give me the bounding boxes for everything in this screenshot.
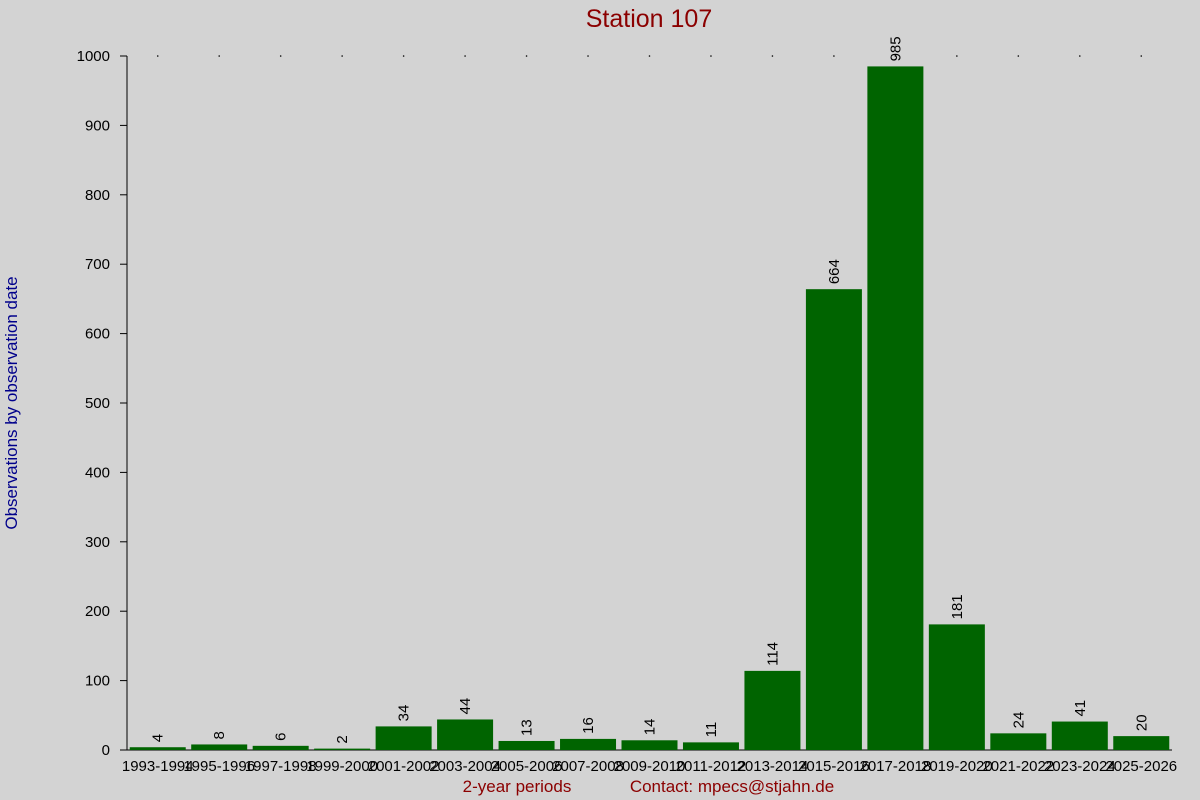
top-dot — [833, 55, 835, 57]
top-dot — [956, 55, 958, 57]
top-dot — [1140, 55, 1143, 57]
x-tick-label: 2015-2016 — [798, 758, 870, 775]
bar — [129, 747, 186, 750]
value-label: 11 — [703, 722, 720, 738]
top-dot — [402, 55, 405, 57]
bar — [314, 748, 371, 750]
value-label: 13 — [519, 719, 536, 736]
x-tick-label: 2005-2006 — [491, 758, 563, 775]
x-tick-label: 1993-1994 — [122, 758, 194, 775]
value-label: 34 — [396, 705, 413, 722]
x-tick-label: 2023-2024 — [1044, 758, 1116, 775]
x-tick-label: 2017-2018 — [860, 758, 932, 775]
value-label: 24 — [1010, 712, 1027, 729]
y-tick-label: 400 — [85, 464, 110, 481]
bar — [191, 744, 248, 750]
top-dot — [894, 55, 897, 57]
top-dot — [279, 55, 282, 57]
x-tick-label: 2003-2004 — [429, 758, 501, 775]
value-label: 6 — [273, 732, 290, 740]
bar — [990, 733, 1047, 750]
top-dot — [218, 55, 221, 57]
top-dot — [771, 55, 774, 57]
value-label: 8 — [211, 731, 228, 739]
top-dot — [648, 55, 651, 57]
bar — [682, 742, 739, 750]
bar — [1113, 736, 1170, 750]
bar — [744, 670, 801, 750]
x-tick-label: 2009-2010 — [614, 758, 686, 775]
x-tick-label: 2013-2014 — [737, 758, 809, 775]
x-tick-label: 2021-2022 — [982, 758, 1054, 775]
bar — [1051, 721, 1108, 750]
top-dot — [587, 55, 589, 57]
top-dot — [156, 55, 159, 57]
value-label: 44 — [457, 698, 474, 715]
y-tick-label: 600 — [85, 326, 110, 343]
contact: Contact: mpecs@stjahn.de — [630, 777, 834, 796]
top-dot — [464, 55, 466, 57]
bar — [867, 66, 924, 750]
x-tick-label: 2025-2026 — [1105, 758, 1177, 775]
value-label: 41 — [1072, 700, 1089, 717]
value-label: 114 — [764, 642, 781, 666]
y-tick-label: 300 — [85, 534, 110, 551]
value-label: 181 — [949, 594, 966, 619]
x-tick-label: 2019-2020 — [921, 758, 993, 775]
y-axis-label: Observations by observation date — [2, 276, 21, 529]
value-label: 4 — [150, 734, 167, 742]
value-label: 664 — [826, 259, 843, 284]
value-label: 20 — [1133, 714, 1150, 731]
chart-title: Station 107 — [586, 5, 713, 33]
x-tick-label: 1997-1998 — [245, 758, 317, 775]
y-tick-label: 0 — [102, 742, 110, 759]
y-tick-label: 100 — [85, 673, 110, 690]
bar — [437, 719, 494, 750]
value-label: 2 — [334, 735, 351, 743]
value-label: 14 — [642, 719, 659, 736]
y-tick-label: 1000 — [77, 48, 110, 65]
bar — [498, 740, 555, 750]
y-tick-label: 900 — [85, 117, 110, 134]
bar — [621, 740, 678, 750]
y-tick-label: 800 — [85, 187, 110, 204]
top-dot — [710, 55, 712, 57]
value-label: 16 — [580, 717, 597, 734]
x-tick-label: 2001-2002 — [368, 758, 440, 775]
bar — [928, 624, 985, 750]
top-dot — [525, 55, 528, 57]
x-tick-label: 1995-1996 — [183, 758, 255, 775]
value-label: 985 — [887, 36, 904, 61]
bar — [560, 738, 617, 750]
x-tick-label: 2011-2012 — [676, 758, 747, 775]
x-tick-label: 1999-2000 — [306, 758, 378, 775]
bar — [252, 745, 309, 750]
y-tick-label: 700 — [85, 256, 110, 273]
x-axis-label: 2-year periods — [463, 777, 572, 796]
y-tick-label: 200 — [85, 603, 110, 620]
top-dot — [1078, 55, 1081, 57]
y-tick-label: 500 — [85, 395, 110, 412]
bar — [805, 289, 862, 750]
x-tick-label: 2007-2008 — [552, 758, 624, 775]
top-dot — [341, 55, 343, 57]
bar — [375, 726, 432, 750]
top-dot — [1017, 55, 1020, 57]
